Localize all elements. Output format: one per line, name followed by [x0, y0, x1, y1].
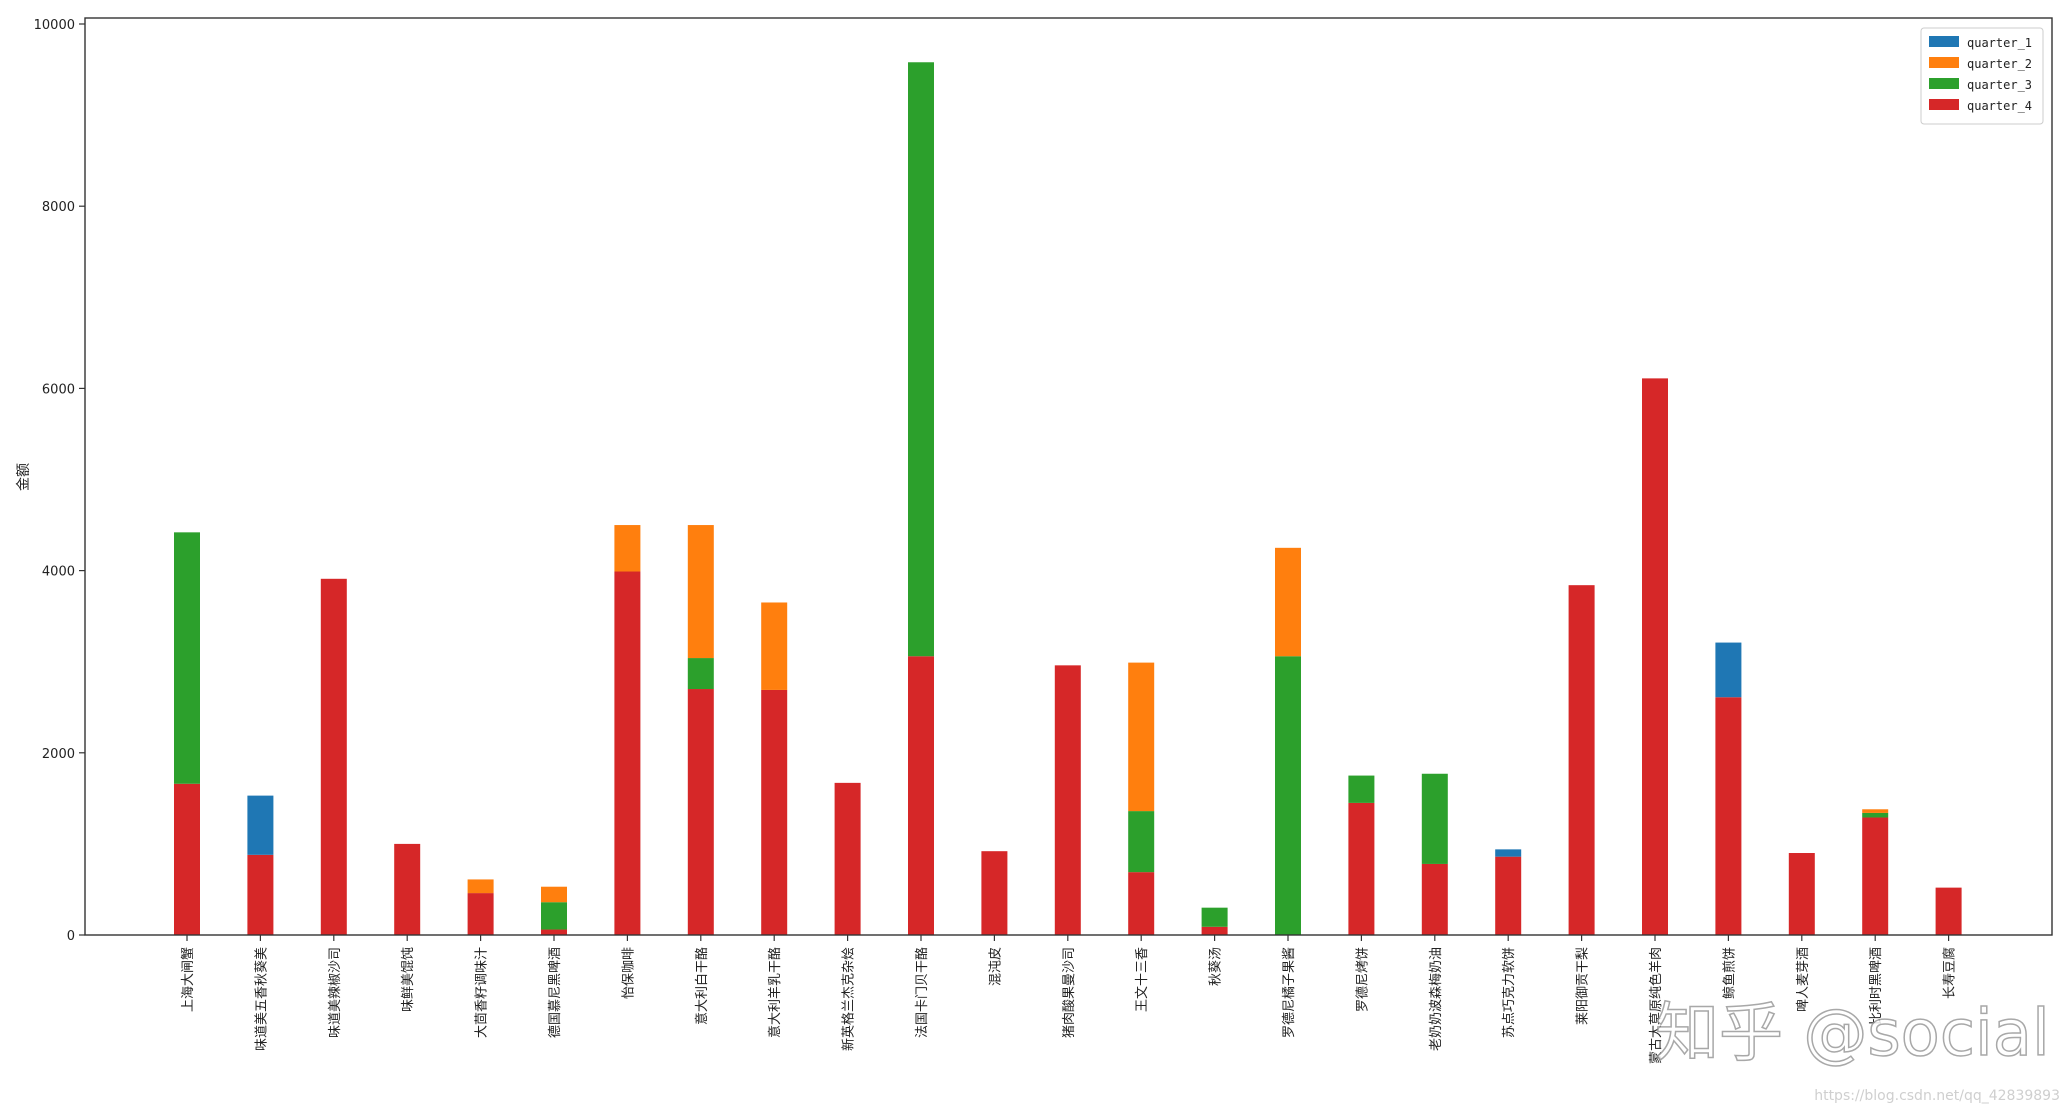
x-tick-label: 比利时黑啤酒	[1869, 947, 1884, 1025]
legend-label: quarter_3	[1967, 78, 2032, 92]
x-axis: 上海大闸蟹 味道美五香秋葵美 味道美辣椒沙司 味鲜美馄饨 大茴香籽调味汁 德国慕尼黑啤酒 怡…	[181, 935, 1958, 1064]
bar-quarter_3	[174, 532, 200, 784]
x-tick-label: 猪肉酸果曼沙司	[1062, 947, 1077, 1038]
bar-quarter_4	[687, 689, 714, 935]
bar-quarter_1	[247, 795, 274, 855]
bar-quarter_2	[1275, 547, 1301, 657]
bar-quarter_3	[1421, 773, 1448, 864]
x-tick-label: 苏点巧克力软饼	[1501, 947, 1517, 1038]
bars	[174, 62, 1962, 935]
x-tick-label: 啤人麦芽酒	[1796, 947, 1811, 1012]
y-tick-label: 2000	[42, 747, 75, 762]
bar-quarter_4	[1128, 872, 1155, 935]
y-axis-label: 金额	[16, 463, 32, 491]
bar-quarter_3	[1862, 812, 1889, 818]
x-tick-label: 混沌皮	[988, 947, 1003, 986]
bar-quarter_4	[247, 854, 274, 935]
x-tick-label: 王文十三香	[1135, 947, 1150, 1012]
x-tick-label: 上海大闸蟹	[181, 947, 196, 1012]
x-tick-label: 老奶奶波森梅奶油	[1429, 947, 1444, 1051]
x-tick-label: 蒙古大草原纯色羊肉	[1648, 947, 1664, 1064]
bar-quarter_2	[1128, 662, 1155, 812]
bar-quarter_4	[1568, 585, 1595, 935]
legend: quarter_1 quarter_2 quarter_3 quarter_4	[1920, 27, 2044, 125]
bar-quarter_4	[1495, 856, 1522, 935]
legend-label: quarter_1	[1967, 36, 2032, 50]
plot-frame	[84, 17, 2053, 936]
bar-quarter_4	[1642, 378, 1668, 935]
bar-quarter_2	[614, 525, 641, 572]
x-tick-label: 味道美辣椒沙司	[328, 947, 343, 1038]
bar-quarter_2	[761, 602, 788, 690]
bar-quarter_4	[467, 893, 494, 935]
bar-quarter_2	[1862, 809, 1889, 813]
y-tick-label: 8000	[42, 200, 75, 215]
x-tick-label: 长寿豆腐	[1943, 947, 1958, 999]
y-tick-label: 0	[67, 929, 75, 944]
legend-label: quarter_4	[1967, 99, 2032, 113]
bar-quarter_1	[1715, 642, 1742, 698]
bar-quarter_3	[541, 902, 567, 930]
x-tick-label: 秋葵汤	[1209, 947, 1224, 986]
bar-quarter_4	[1348, 802, 1375, 935]
bar-quarter_2	[467, 879, 494, 894]
x-tick-label: 罗德尼烤饼	[1355, 947, 1370, 1012]
bar-quarter_4	[541, 929, 567, 935]
x-tick-label: 意大利白干酪	[694, 947, 710, 1025]
x-tick-label: 怡保咖啡	[621, 947, 636, 999]
legend-swatch	[1929, 78, 1959, 89]
bar-quarter_3	[1275, 656, 1301, 935]
bar-quarter_4	[1788, 853, 1815, 935]
x-tick-label: 鲸鱼煎饼	[1721, 947, 1737, 999]
bar-quarter_1	[1495, 849, 1522, 857]
bar-quarter_3	[687, 658, 714, 690]
x-tick-label: 罗德尼橘子果酱	[1281, 947, 1297, 1038]
bar-quarter_4	[834, 782, 861, 935]
y-tick-label: 4000	[42, 565, 75, 580]
bar-quarter_4	[320, 578, 347, 935]
x-tick-label: 味道美五香秋葵美	[254, 947, 269, 1051]
legend-swatch	[1929, 99, 1959, 110]
legend-swatch	[1929, 36, 1959, 47]
bar-quarter_4	[614, 571, 641, 935]
watermark-url: https://blog.csdn.net/qq_42839893	[1814, 1088, 2060, 1104]
x-tick-label: 新英格兰杰克杂烩	[841, 947, 857, 1051]
y-axis: 0 2000 4000 6000 8000 10000	[34, 18, 85, 944]
watermark-text: 知乎 @social	[1655, 997, 2050, 1071]
bar-quarter_4	[761, 689, 788, 935]
x-tick-label: 法国卡门贝干酪	[914, 947, 930, 1038]
bar-quarter_4	[1715, 697, 1742, 935]
bar-quarter_4	[1054, 665, 1081, 935]
bar-quarter_2	[541, 886, 567, 903]
bar-quarter_2	[687, 525, 714, 659]
x-tick-label: 德国慕尼黑啤酒	[548, 947, 563, 1038]
bar-quarter_3	[908, 62, 934, 657]
x-tick-label: 大茴香籽调味汁	[475, 947, 490, 1038]
bar-quarter_4	[1421, 863, 1448, 935]
bar-quarter_4	[981, 851, 1008, 935]
x-tick-label: 味鲜美馄饨	[401, 947, 416, 1012]
bar-quarter_4	[1935, 887, 1962, 935]
bar-quarter_4	[394, 843, 421, 935]
bar-quarter_4	[908, 656, 934, 935]
y-tick-label: 10000	[34, 18, 75, 33]
bar-quarter_3	[1128, 811, 1155, 873]
x-tick-label: 莱阳御贡干梨	[1576, 947, 1591, 1025]
bar-quarter_4	[1862, 817, 1889, 935]
legend-label: quarter_2	[1967, 57, 2032, 71]
bar-quarter_3	[1201, 907, 1228, 927]
bar-quarter_4	[1201, 926, 1228, 935]
bar-quarter_4	[174, 783, 200, 935]
legend-swatch	[1929, 57, 1959, 68]
y-tick-label: 6000	[42, 382, 75, 397]
x-tick-label: 意大利羊乳干酪	[767, 947, 783, 1038]
bar-quarter_3	[1348, 775, 1375, 803]
